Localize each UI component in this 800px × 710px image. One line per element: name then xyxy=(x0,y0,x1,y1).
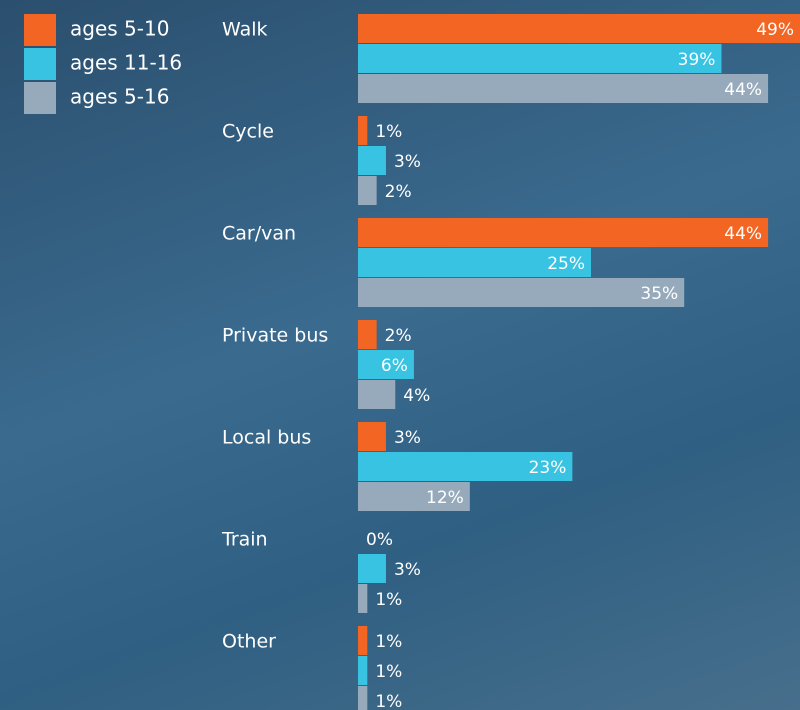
value-label: 44% xyxy=(724,80,762,100)
value-label: 3% xyxy=(394,560,421,580)
bar xyxy=(358,656,368,685)
value-label: 1% xyxy=(375,662,402,682)
legend-label: ages 5-10 xyxy=(70,17,169,41)
value-label: 23% xyxy=(529,458,567,478)
value-label: 12% xyxy=(426,488,464,508)
value-label: 2% xyxy=(385,182,412,202)
bar xyxy=(358,14,800,43)
value-label: 6% xyxy=(381,356,408,376)
bar xyxy=(358,626,368,655)
bar xyxy=(358,248,591,277)
bar xyxy=(358,176,377,205)
value-label: 44% xyxy=(724,224,762,244)
category-label: Cycle xyxy=(222,121,274,143)
value-label: 1% xyxy=(375,692,402,710)
bar xyxy=(358,146,386,175)
value-label: 3% xyxy=(394,152,421,172)
bar xyxy=(358,278,685,307)
value-label: 1% xyxy=(375,632,402,652)
category-label: Walk xyxy=(222,19,268,41)
value-label: 0% xyxy=(366,530,393,550)
bar xyxy=(358,482,470,511)
value-label: 39% xyxy=(678,50,716,70)
bar xyxy=(358,320,377,349)
value-label: 3% xyxy=(394,428,421,448)
legend-swatch xyxy=(24,14,56,46)
value-label: 4% xyxy=(403,386,430,406)
bar xyxy=(358,74,769,103)
category-label: Car/van xyxy=(222,223,296,245)
bar xyxy=(358,44,722,73)
category-label: Train xyxy=(221,529,268,551)
legend-label: ages 5-16 xyxy=(70,85,169,109)
bar xyxy=(358,554,386,583)
bar xyxy=(358,116,368,145)
bar xyxy=(358,422,386,451)
value-label: 35% xyxy=(640,284,678,304)
bar xyxy=(358,350,414,379)
value-label: 49% xyxy=(756,20,794,40)
category-label: Other xyxy=(222,631,276,653)
category-label: Local bus xyxy=(222,427,311,449)
legend-swatch xyxy=(24,82,56,114)
bar xyxy=(358,218,769,247)
value-label: 25% xyxy=(547,254,585,274)
legend-label: ages 11-16 xyxy=(70,51,182,75)
bar xyxy=(358,686,368,710)
value-label: 1% xyxy=(375,122,402,142)
category-label: Private bus xyxy=(222,325,328,347)
bar xyxy=(358,452,573,481)
bar xyxy=(358,380,396,409)
value-label: 2% xyxy=(385,326,412,346)
legend-swatch xyxy=(24,48,56,80)
bar xyxy=(358,584,368,613)
value-label: 1% xyxy=(375,590,402,610)
